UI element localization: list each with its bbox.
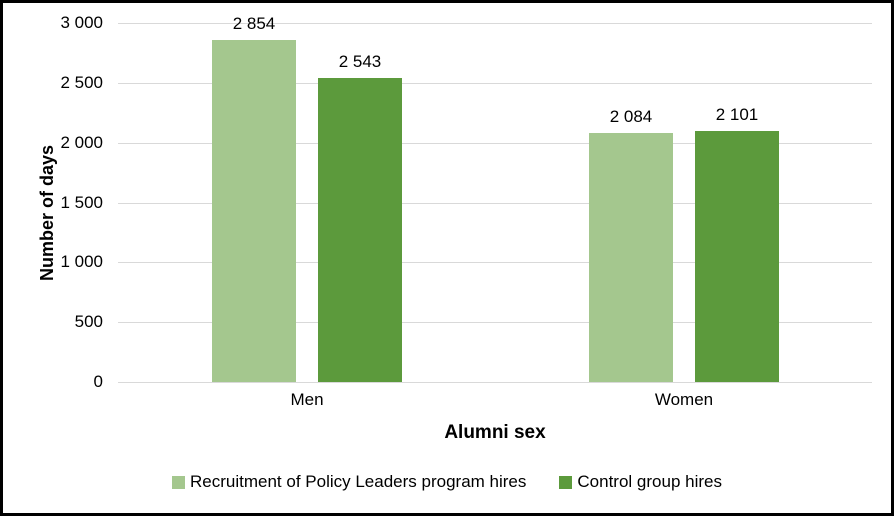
y-tick-label: 1 000 xyxy=(60,252,103,271)
bar-data-label: 2 084 xyxy=(609,107,653,126)
y-tick-label: 1 500 xyxy=(60,193,103,212)
y-tick-label: 500 xyxy=(74,312,103,331)
bar-men-series-2 xyxy=(318,78,402,382)
y-tick-label: 3 000 xyxy=(60,13,103,32)
x-tick-label-women: Women xyxy=(654,390,714,409)
legend-swatch-icon xyxy=(559,475,573,489)
gridline xyxy=(118,382,872,383)
bar-data-label: 2 543 xyxy=(338,52,382,71)
x-axis-title: Alumni sex xyxy=(444,422,546,443)
legend: Recruitment of Policy Leaders program hi… xyxy=(3,471,891,493)
gridline xyxy=(118,262,872,263)
plot-area: 2 854 2 543 2 084 2 101 xyxy=(118,14,872,383)
bar-data-label: 2 854 xyxy=(232,14,276,33)
x-tick-label-men: Men xyxy=(290,390,324,409)
y-tick-label: 2 500 xyxy=(60,73,103,92)
legend-label: Control group hires xyxy=(577,472,722,491)
y-tick-label: 0 xyxy=(93,372,103,391)
gridline xyxy=(118,83,872,84)
legend-item-2: Control group hires xyxy=(559,471,722,493)
gridline xyxy=(118,203,872,204)
bar-women-series-2 xyxy=(695,131,779,382)
gridline xyxy=(118,143,872,144)
bar-men-series-1 xyxy=(212,40,296,382)
bar-women-series-1 xyxy=(589,133,673,382)
gridline xyxy=(118,322,872,323)
legend-label: Recruitment of Policy Leaders program hi… xyxy=(190,472,527,491)
gridline xyxy=(118,23,872,24)
legend-swatch-icon xyxy=(172,475,186,489)
y-tick-label: 2 000 xyxy=(60,133,103,152)
bar-data-label: 2 101 xyxy=(715,105,759,124)
legend-item-1: Recruitment of Policy Leaders program hi… xyxy=(172,471,526,493)
